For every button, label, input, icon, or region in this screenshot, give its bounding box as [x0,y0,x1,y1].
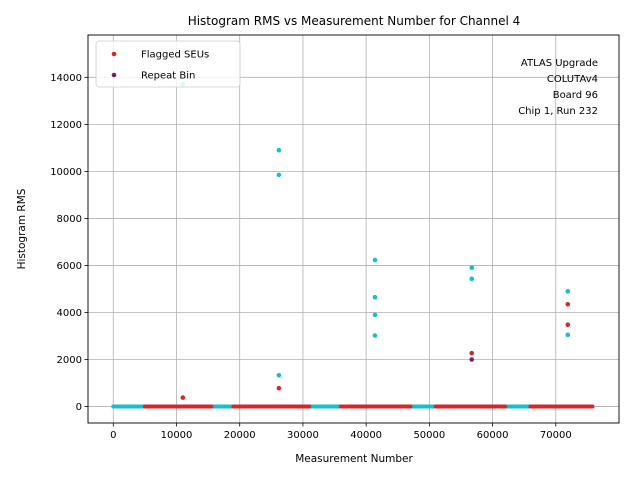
annotation-block: ATLAS Upgrade COLUTAv4 Board 96 Chip 1, Run… [518,58,598,117]
y-tick-label: 8000 [57,214,82,225]
x-tick-label: 30000 [287,430,319,441]
data-point [469,357,475,362]
data-point [469,265,475,271]
data-point [565,289,571,294]
annotation-line: COLUTAv4 [547,74,598,85]
data-point [565,332,571,338]
legend-entry: Repeat Bin [141,71,195,82]
data-points [180,82,571,400]
y-tick-label: 0 [76,402,82,413]
x-tick-label: 40000 [350,430,382,441]
chart-title: Histogram RMS vs Measurement Number for … [188,14,521,28]
data-point [180,395,186,400]
y-tick-label: 4000 [57,308,82,319]
grid-lines [88,35,619,423]
legend: Flagged SEUs Repeat Bin [95,40,241,88]
x-tick-label: 0 [110,430,116,441]
x-axis-ticks: 0 10000 20000 30000 40000 50000 60000 70000 [110,423,572,441]
x-axis-label: Measurement Number [295,453,413,465]
plot-frame [87,34,620,424]
x-tick-label: 10000 [161,430,193,441]
data-point [565,322,571,328]
y-tick-label: 14000 [50,73,82,84]
legend-marker [111,72,117,78]
data-point [565,301,571,307]
data-point [372,333,378,338]
data-point [372,312,378,318]
data-point [276,372,282,378]
y-tick-label: 12000 [50,120,82,131]
data-point [276,385,282,391]
data-point [469,276,475,282]
y-tick-label: 10000 [50,167,82,178]
data-point [276,172,282,178]
data-point [469,350,475,356]
legend-entry: Flagged SEUs [141,50,209,61]
x-tick-label: 50000 [413,430,445,441]
x-tick-label: 20000 [224,430,256,441]
annotation-line: ATLAS Upgrade [521,58,598,69]
legend-box [95,40,241,88]
legend-marker [111,51,117,57]
annotation-line: Board 96 [553,90,598,101]
y-tick-label: 2000 [57,355,82,366]
data-point [372,257,378,263]
y-axis-label: Histogram RMS [16,188,28,269]
data-point [372,294,378,300]
annotation-line: Chip 1, Run 232 [518,106,598,117]
data-point [276,147,282,153]
x-tick-label: 60000 [477,430,509,441]
y-tick-label: 6000 [57,261,82,272]
x-tick-label: 70000 [540,430,572,441]
y-axis-ticks: 0 2000 4000 6000 8000 10000 12000 14000 [50,73,88,413]
